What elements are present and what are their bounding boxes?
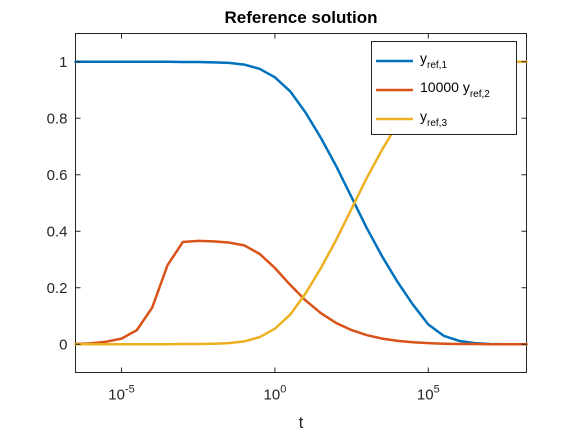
y-tick-label: 0.2 <box>47 280 68 297</box>
x-tick-label: 100 <box>264 384 287 404</box>
chart-title: Reference solution <box>224 8 377 27</box>
y-tick-label: 0.6 <box>47 167 68 184</box>
legend-label-3: yref,3 <box>420 108 447 129</box>
ticks-group <box>75 33 527 373</box>
legend: yref,1 10000 yref,2 yref,3 <box>371 41 517 135</box>
legend-entries: yref,1 10000 yref,2 yref,3 <box>376 50 490 129</box>
y-tick-label: 0.8 <box>47 110 68 127</box>
x-tick-label: 10-5 <box>108 384 134 404</box>
x-tick-labels: 10-5 100 105 <box>108 384 439 404</box>
y-tick-label: 1 <box>59 54 67 71</box>
y-tick-labels: 0 0.2 0.4 0.6 0.8 1 <box>47 54 68 354</box>
series-line-2 <box>74 239 528 346</box>
x-tick-label: 105 <box>417 384 440 404</box>
legend-label-1: yref,1 <box>420 50 447 71</box>
y-tick-label: 0.4 <box>47 223 68 240</box>
x-axis-label: t <box>299 413 304 432</box>
legend-label-2: 10000 yref,2 <box>420 79 490 100</box>
series-line-1 <box>74 60 528 346</box>
y-tick-label: 0 <box>59 336 67 353</box>
